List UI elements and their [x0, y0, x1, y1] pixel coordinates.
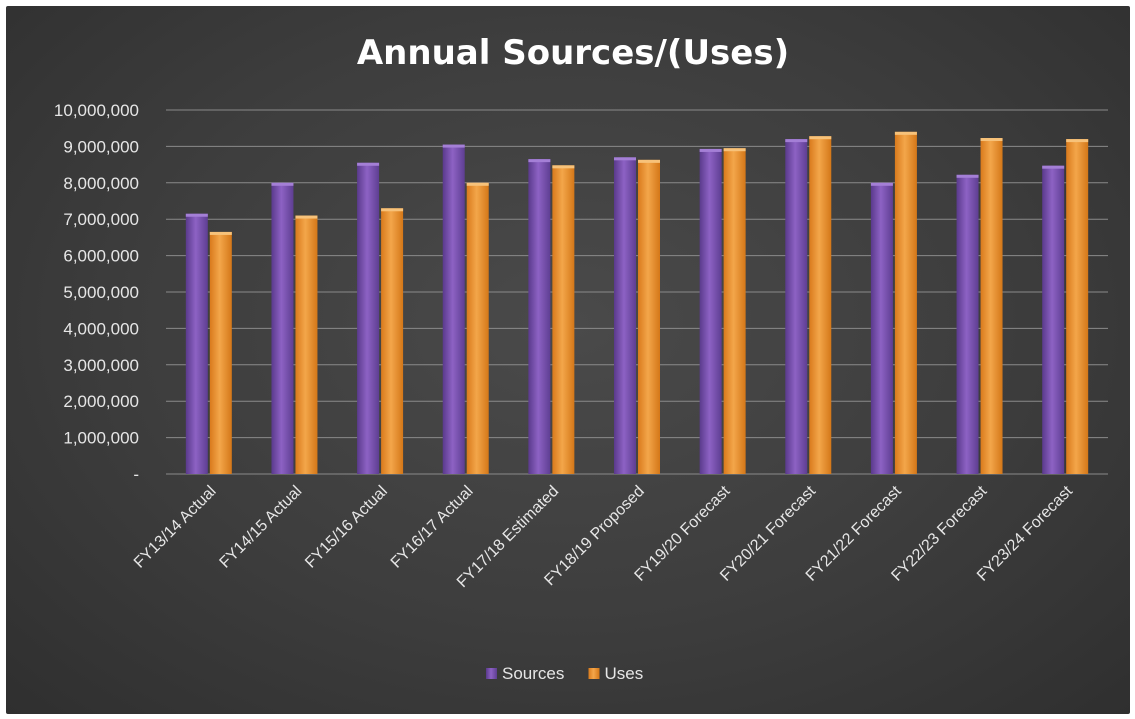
x-tick-label: FY21/22 Forecast [803, 482, 905, 584]
x-tick-label: FY23/24 Forecast [974, 482, 1076, 584]
bar-cap [1066, 139, 1089, 143]
bar-cap [980, 138, 1003, 142]
bars [185, 131, 1089, 475]
bar-cap [614, 157, 636, 161]
bar-uses-10 [980, 138, 1003, 474]
bar-cap [552, 165, 575, 169]
y-tick-label: 1,000,000 [63, 429, 139, 448]
bar-cap [870, 182, 893, 186]
bar-sources-3 [357, 162, 380, 474]
y-tick-label: 5,000,000 [63, 283, 139, 302]
bar-cap [381, 208, 404, 212]
y-tick-label: 6,000,000 [63, 247, 139, 266]
y-tick-label: 10,000,000 [54, 101, 139, 120]
bar-chart: Annual Sources/(Uses) 10,000,000 9,000,00… [54, 33, 1108, 683]
bar-uses-8 [809, 136, 832, 474]
bar-sources-4 [442, 144, 465, 474]
bar-cap [209, 231, 232, 235]
bar-cap [638, 159, 660, 163]
bar-sources-11 [1042, 165, 1065, 474]
bar-cap [809, 136, 832, 140]
legend-swatch-sources [486, 668, 497, 679]
chart-frame: Annual Sources/(Uses) 10,000,000 9,000,00… [6, 6, 1130, 714]
bar-sources-9 [870, 182, 893, 475]
gridlines [166, 109, 1108, 475]
bar-cap [295, 215, 318, 219]
x-tick-label: FY13/14 Actual [131, 483, 220, 572]
bar-uses-2 [295, 215, 318, 474]
y-tick-label: 2,000,000 [63, 392, 139, 411]
bar-sources-2 [271, 182, 294, 475]
x-tick-label: FY19/20 Forecast [632, 482, 734, 584]
bar-uses-4 [466, 182, 489, 475]
bar-uses-3 [381, 208, 404, 474]
y-axis-ticks: 10,000,000 9,000,000 8,000,000 7,000,000 6,0… [54, 101, 139, 484]
legend: Sources Uses [486, 664, 643, 683]
bar-sources-1 [185, 213, 208, 475]
x-tick-label: FY20/21 Forecast [717, 482, 819, 584]
bar-uses-7 [723, 148, 746, 474]
bar-sources-5 [528, 159, 551, 474]
bar-cap [894, 131, 917, 135]
x-tick-label: FY14/15 Actual [217, 483, 306, 572]
y-tick-label: 9,000,000 [63, 137, 139, 156]
bar-sources-8 [785, 139, 808, 474]
bar-cap [528, 159, 551, 163]
bar-cap [185, 213, 208, 217]
x-tick-label: FY15/16 Actual [302, 483, 391, 572]
bar-cap [956, 174, 979, 178]
bar-uses-1 [209, 231, 232, 474]
bar-uses-6 [638, 159, 660, 475]
y-tick-label: - [133, 465, 139, 484]
legend-swatch-uses [588, 668, 600, 679]
y-tick-label: 4,000,000 [63, 319, 139, 338]
bar-cap [1042, 165, 1065, 169]
bar-cap [442, 144, 465, 148]
bar-sources-6 [614, 157, 636, 474]
bar-cap [785, 139, 808, 143]
y-tick-label: 8,000,000 [63, 174, 139, 193]
x-tick-label: FY22/23 Forecast [888, 482, 990, 584]
bar-cap [357, 162, 380, 166]
bar-cap [699, 148, 722, 152]
bar-sources-7 [699, 148, 722, 474]
bar-uses-9 [894, 131, 917, 474]
bar-cap [271, 182, 294, 186]
x-tick-label: FY16/17 Actual [388, 483, 477, 572]
legend-label-uses: Uses [605, 664, 644, 683]
bar-uses-5 [552, 165, 575, 474]
bar-uses-11 [1066, 139, 1089, 474]
y-tick-label: 7,000,000 [63, 210, 139, 229]
legend-label-sources: Sources [502, 664, 564, 683]
bar-cap [466, 182, 489, 186]
bar-cap [723, 148, 746, 152]
bar-sources-10 [956, 174, 979, 475]
chart-title: Annual Sources/(Uses) [357, 33, 789, 73]
y-tick-label: 3,000,000 [63, 356, 139, 375]
